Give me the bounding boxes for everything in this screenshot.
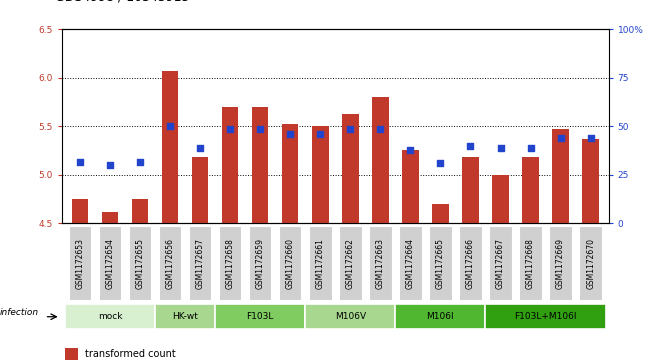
Bar — [372, 97, 389, 223]
FancyBboxPatch shape — [215, 305, 305, 329]
Text: GSM1172660: GSM1172660 — [286, 238, 295, 289]
FancyBboxPatch shape — [369, 227, 392, 300]
Text: M106I: M106I — [426, 312, 454, 321]
Text: GSM1172658: GSM1172658 — [226, 238, 234, 289]
FancyBboxPatch shape — [129, 227, 151, 300]
FancyBboxPatch shape — [459, 227, 482, 300]
FancyBboxPatch shape — [219, 227, 242, 300]
Bar — [282, 124, 298, 223]
Text: F103L+M106I: F103L+M106I — [514, 312, 577, 321]
FancyBboxPatch shape — [309, 227, 331, 300]
Bar — [342, 114, 359, 223]
Bar — [552, 129, 569, 223]
Bar — [252, 107, 268, 223]
FancyBboxPatch shape — [395, 305, 486, 329]
Point — [315, 131, 326, 137]
FancyBboxPatch shape — [155, 305, 215, 329]
FancyBboxPatch shape — [305, 305, 395, 329]
FancyBboxPatch shape — [189, 227, 212, 300]
Point — [285, 131, 296, 137]
Bar — [312, 126, 329, 223]
Text: M106V: M106V — [335, 312, 366, 321]
Bar — [492, 175, 509, 223]
Point — [195, 144, 205, 150]
FancyBboxPatch shape — [519, 227, 542, 300]
Point — [585, 135, 596, 141]
FancyBboxPatch shape — [486, 305, 605, 329]
FancyBboxPatch shape — [429, 227, 452, 300]
FancyBboxPatch shape — [549, 227, 572, 300]
Text: mock: mock — [98, 312, 122, 321]
Point — [135, 159, 145, 165]
Text: GSM1172664: GSM1172664 — [406, 238, 415, 289]
Bar — [462, 157, 478, 223]
Point — [405, 147, 415, 153]
Point — [255, 126, 266, 132]
Text: infection: infection — [0, 308, 39, 317]
FancyBboxPatch shape — [65, 305, 155, 329]
Text: GSM1172665: GSM1172665 — [436, 238, 445, 289]
FancyBboxPatch shape — [99, 227, 121, 300]
Text: GSM1172655: GSM1172655 — [135, 238, 145, 289]
FancyBboxPatch shape — [339, 227, 361, 300]
Bar — [432, 204, 449, 223]
Bar — [402, 150, 419, 223]
Point — [436, 160, 446, 166]
Text: GSM1172670: GSM1172670 — [586, 238, 595, 289]
FancyBboxPatch shape — [279, 227, 301, 300]
Text: GSM1172657: GSM1172657 — [195, 238, 204, 289]
Text: GSM1172668: GSM1172668 — [526, 238, 535, 289]
FancyBboxPatch shape — [159, 227, 181, 300]
Text: GSM1172663: GSM1172663 — [376, 238, 385, 289]
Text: GSM1172661: GSM1172661 — [316, 238, 325, 289]
Bar — [132, 199, 148, 223]
Text: GSM1172666: GSM1172666 — [466, 238, 475, 289]
Text: GDS4998 / 10343915: GDS4998 / 10343915 — [55, 0, 190, 4]
Text: GSM1172667: GSM1172667 — [496, 238, 505, 289]
FancyBboxPatch shape — [490, 227, 512, 300]
Point — [345, 126, 355, 132]
Bar — [161, 71, 178, 223]
Text: GSM1172669: GSM1172669 — [556, 238, 565, 289]
FancyBboxPatch shape — [399, 227, 422, 300]
FancyBboxPatch shape — [249, 227, 271, 300]
Point — [165, 123, 175, 129]
Bar — [72, 199, 88, 223]
Point — [555, 135, 566, 141]
Bar — [222, 107, 238, 223]
Point — [495, 146, 506, 151]
Point — [105, 162, 115, 168]
Text: GSM1172662: GSM1172662 — [346, 238, 355, 289]
Text: GSM1172653: GSM1172653 — [76, 238, 85, 289]
Text: GSM1172656: GSM1172656 — [165, 238, 174, 289]
Point — [375, 126, 385, 132]
Bar — [522, 157, 539, 223]
Text: F103L: F103L — [247, 312, 274, 321]
Point — [465, 143, 476, 148]
Text: GSM1172654: GSM1172654 — [105, 238, 115, 289]
Point — [75, 159, 85, 165]
Point — [525, 144, 536, 150]
FancyBboxPatch shape — [68, 227, 91, 300]
Bar — [583, 139, 599, 223]
Text: transformed count: transformed count — [85, 349, 176, 359]
Bar — [192, 157, 208, 223]
Point — [225, 126, 235, 132]
Text: GSM1172659: GSM1172659 — [256, 238, 265, 289]
Bar — [102, 212, 118, 223]
Bar — [65, 348, 78, 360]
FancyBboxPatch shape — [579, 227, 602, 300]
Text: HK-wt: HK-wt — [172, 312, 198, 321]
